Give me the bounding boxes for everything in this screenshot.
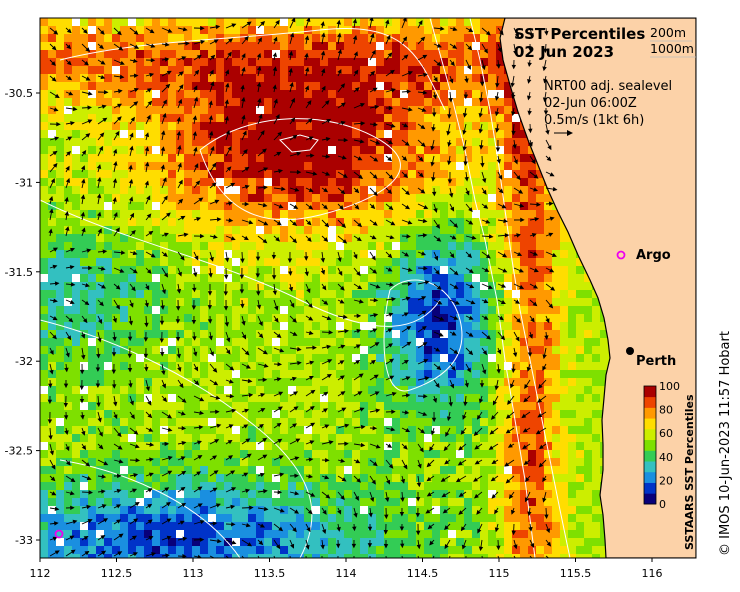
perth-marker-icon [626, 347, 634, 355]
x-tick-label: 112 [30, 567, 51, 580]
x-tick-label: 116 [642, 567, 663, 580]
argo-marker-sw-icon [54, 529, 64, 539]
reference-vector-arrow-icon [554, 130, 573, 136]
imos-credit: © IMOS 10-Jun-2023 11:57 Hobart [718, 331, 733, 556]
colorbar-swatch [644, 386, 656, 398]
x-tick-label: 113.5 [254, 567, 286, 580]
map-title: SST Percentiles [514, 25, 645, 43]
isobath-label-200m: 200m [650, 25, 686, 40]
x-tick-label: 114.5 [407, 567, 439, 580]
colorbar-swatch [644, 396, 656, 408]
y-tick-label: -32 [15, 355, 33, 368]
colorbar-title: SSTAARS SST Percentiles [683, 394, 696, 550]
y-tick-label: -33 [15, 534, 33, 547]
colorbar [643, 385, 657, 505]
colorbar-swatch [644, 418, 656, 430]
current-vectors [47, 18, 558, 558]
current-time-label: 02-Jun 06:00Z [544, 96, 637, 111]
x-tick-label: 113 [183, 567, 204, 580]
y-tick-label: -32.5 [5, 445, 33, 458]
x-tick-label: 115.5 [560, 567, 592, 580]
x-tick-label: 112.5 [101, 567, 133, 580]
colorbar-swatch [644, 439, 656, 451]
place-label-perth: Perth [636, 354, 676, 369]
x-tick-label: 115 [489, 567, 510, 580]
colorbar-swatch [644, 450, 656, 462]
colorbar-swatch [644, 407, 656, 419]
colorbar-tick-label: 0 [659, 498, 666, 511]
plot-frame [39, 17, 697, 559]
map-date: 02 Jun 2023 [514, 43, 614, 61]
argo-marker-icon [616, 250, 626, 260]
y-tick-label: -31 [15, 176, 33, 189]
colorbar-swatch [644, 493, 656, 505]
map-plot-area [40, 18, 696, 558]
y-tick-label: -31.5 [5, 266, 33, 279]
colorbar-outline [643, 385, 657, 505]
x-axis: 112 112.5 113 113.5 114 114.5 115 115.5 116 [30, 558, 663, 580]
reference-vector-label: 0.5m/s (1kt 6h) [544, 113, 644, 128]
colorbar-tick-label: 100 [659, 380, 680, 393]
colorbar-swatch [644, 482, 656, 494]
y-axis: -30.5 -31 -31.5 -32 -32.5 -33 [5, 87, 40, 547]
colorbar-tick-label: 40 [659, 451, 673, 464]
colorbar-swatch [644, 428, 656, 441]
colorbar-swatch [644, 471, 656, 483]
isobath-label-1000m: 1000m [650, 41, 694, 56]
colorbar-tick-label: 20 [659, 474, 673, 487]
place-label-argo: Argo [636, 248, 671, 263]
y-tick-label: -30.5 [5, 87, 33, 100]
colorbar-ticks: 100 80 60 40 20 0 [659, 380, 680, 511]
colorbar-tick-label: 60 [659, 427, 673, 440]
current-product-label: NRT00 adj. sealevel [544, 79, 672, 94]
x-tick-label: 114 [336, 567, 357, 580]
colorbar-swatch [644, 461, 656, 473]
colorbar-tick-label: 80 [659, 404, 673, 417]
